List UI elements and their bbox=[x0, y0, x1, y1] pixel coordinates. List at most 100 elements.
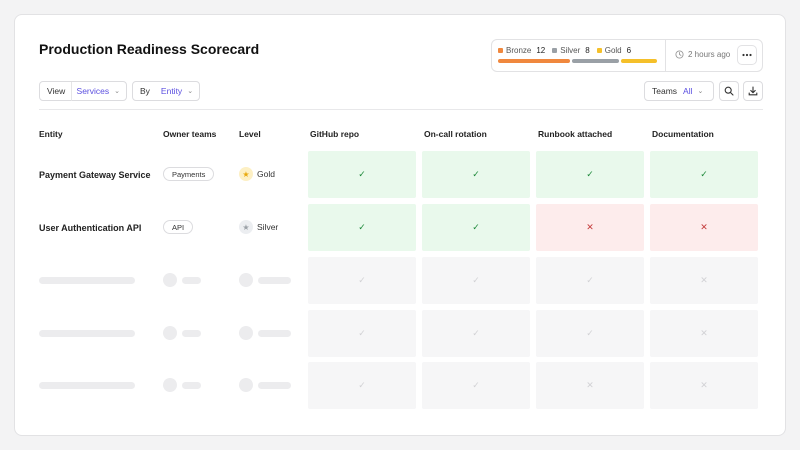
teams-label: Teams bbox=[652, 86, 678, 96]
owner-team-pill[interactable]: Payments bbox=[163, 167, 215, 181]
more-horizontal-icon bbox=[742, 53, 752, 57]
silver-dot bbox=[552, 48, 558, 53]
download-icon bbox=[748, 86, 758, 96]
download-button[interactable] bbox=[743, 81, 763, 101]
check-icon: ✓ bbox=[358, 380, 366, 390]
gold-bar bbox=[621, 59, 657, 63]
clock-icon bbox=[675, 50, 684, 59]
check-icon: ✓ bbox=[358, 222, 366, 232]
silver-bar bbox=[572, 59, 619, 63]
check-cell-pass[interactable]: ✓ bbox=[422, 204, 530, 251]
level-legend: Bronze 12 Silver 8 Gold 6 bbox=[498, 46, 631, 55]
check-cell-pass: ✓ bbox=[536, 310, 644, 357]
x-icon: ✕ bbox=[700, 222, 708, 232]
check-cell-pass[interactable]: ✓ bbox=[650, 151, 758, 198]
level-indicator: ★ Silver bbox=[239, 220, 278, 234]
level-gold-count: 6 bbox=[626, 46, 632, 55]
by-label: By bbox=[140, 86, 150, 96]
check-cell-fail: ✕ bbox=[650, 257, 758, 304]
by-dropdown[interactable]: By Entity ⌄ bbox=[132, 81, 200, 101]
check-cell-fail: ✕ bbox=[650, 362, 758, 409]
level-bronze: Bronze 12 bbox=[498, 46, 545, 55]
chevron-down-icon: ⌄ bbox=[187, 88, 194, 95]
column-header-entity[interactable]: Entity bbox=[39, 129, 63, 139]
level-label: Gold bbox=[257, 169, 275, 179]
entity-name[interactable]: User Authentication API bbox=[39, 223, 142, 233]
column-header-github-repo[interactable]: GitHub repo bbox=[310, 129, 360, 139]
level-label: Silver bbox=[257, 222, 279, 232]
x-icon: ✕ bbox=[586, 380, 594, 390]
check-icon: ✓ bbox=[472, 169, 480, 179]
check-cell-pass: ✓ bbox=[422, 310, 530, 357]
check-icon: ✓ bbox=[358, 275, 366, 285]
skeleton-level-icon bbox=[239, 326, 253, 340]
x-icon: ✕ bbox=[586, 222, 594, 232]
owner-team-pill[interactable]: API bbox=[163, 220, 194, 234]
entity-name[interactable]: Payment Gateway Service bbox=[39, 170, 151, 180]
skeleton-entity bbox=[39, 382, 135, 389]
check-icon: ✓ bbox=[472, 275, 480, 285]
last-updated: 2 hours ago bbox=[675, 50, 730, 59]
teams-dropdown[interactable]: Teams All ⌄ bbox=[644, 81, 714, 101]
skeleton-level bbox=[258, 330, 291, 337]
page-title: Production Readiness Scorecard bbox=[39, 41, 260, 57]
check-cell-pass[interactable]: ✓ bbox=[308, 151, 416, 198]
check-cell-pass[interactable]: ✓ bbox=[308, 204, 416, 251]
bronze-dot bbox=[498, 48, 503, 53]
level-silver: Silver 8 bbox=[552, 46, 590, 55]
check-cell-pass: ✓ bbox=[536, 257, 644, 304]
check-cell-pass: ✓ bbox=[422, 257, 530, 304]
scorecard-panel: Production Readiness Scorecard Bronze 12… bbox=[14, 14, 786, 436]
silver-star-icon: ★ bbox=[239, 220, 253, 234]
check-icon: ✓ bbox=[472, 380, 480, 390]
column-header-owner-teams[interactable]: Owner teams bbox=[163, 129, 217, 139]
skeleton-level-icon bbox=[239, 378, 253, 392]
check-icon: ✓ bbox=[358, 169, 366, 179]
check-cell-pass[interactable]: ✓ bbox=[536, 151, 644, 198]
more-options-button[interactable] bbox=[737, 45, 757, 65]
check-cell-fail: ✕ bbox=[536, 362, 644, 409]
view-label: View bbox=[47, 86, 66, 96]
skeleton-team bbox=[182, 330, 201, 337]
column-header-runbook-attached[interactable]: Runbook attached bbox=[538, 129, 613, 139]
check-cell-fail[interactable]: ✕ bbox=[536, 204, 644, 251]
skeleton-level-icon bbox=[239, 273, 253, 287]
skeleton-team bbox=[182, 277, 201, 284]
check-cell-pass: ✓ bbox=[308, 310, 416, 357]
check-cell-fail[interactable]: ✕ bbox=[650, 204, 758, 251]
level-gold-label: Gold bbox=[604, 46, 622, 55]
view-dropdown[interactable]: View Services ⌄ bbox=[39, 81, 127, 101]
check-icon: ✓ bbox=[586, 169, 594, 179]
chevron-down-icon: ⌄ bbox=[697, 88, 704, 95]
level-bronze-count: 12 bbox=[536, 46, 546, 55]
level-gold: Gold 6 bbox=[596, 46, 632, 55]
check-icon: ✓ bbox=[700, 169, 708, 179]
toolbar-divider bbox=[39, 109, 763, 110]
column-header-level[interactable]: Level bbox=[239, 129, 261, 139]
search-button[interactable] bbox=[719, 81, 739, 101]
x-icon: ✕ bbox=[700, 380, 708, 390]
level-summary: Bronze 12 Silver 8 Gold 6 bbox=[491, 39, 763, 72]
skeleton-entity bbox=[39, 330, 135, 337]
search-icon bbox=[724, 86, 734, 96]
column-header-documentation[interactable]: Documentation bbox=[652, 129, 714, 139]
chevron-down-icon: ⌄ bbox=[114, 88, 120, 95]
check-cell-pass: ✓ bbox=[308, 362, 416, 409]
level-silver-label: Silver bbox=[560, 46, 581, 55]
gold-dot bbox=[596, 48, 602, 53]
check-icon: ✓ bbox=[586, 328, 594, 338]
gold-star-icon: ★ bbox=[239, 167, 253, 181]
check-cell-pass[interactable]: ✓ bbox=[422, 151, 530, 198]
teams-value: All bbox=[683, 86, 693, 96]
level-bronze-label: Bronze bbox=[506, 46, 532, 55]
skeleton-avatar bbox=[163, 273, 177, 287]
x-icon: ✕ bbox=[700, 328, 708, 338]
skeleton-avatar bbox=[163, 378, 177, 392]
column-header-on-call-rotation[interactable]: On-call rotation bbox=[424, 129, 487, 139]
check-icon: ✓ bbox=[586, 275, 594, 285]
skeleton-team bbox=[182, 382, 201, 389]
check-cell-fail: ✕ bbox=[650, 310, 758, 357]
check-icon: ✓ bbox=[472, 328, 480, 338]
skeleton-avatar bbox=[163, 326, 177, 340]
check-cell-pass: ✓ bbox=[422, 362, 530, 409]
